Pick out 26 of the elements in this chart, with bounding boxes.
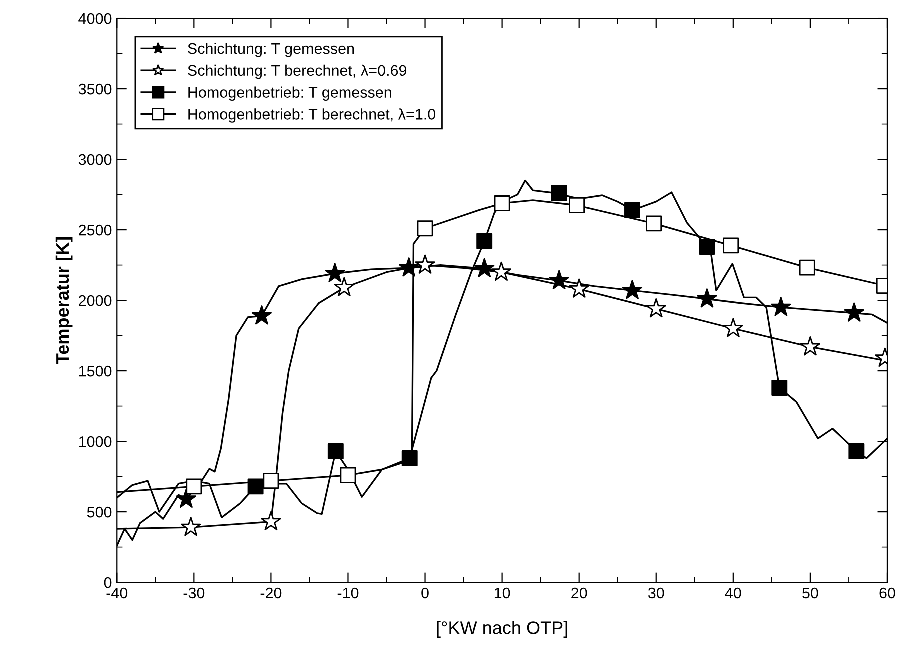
legend-label: Schichtung: T berechnet, λ=0.69 xyxy=(188,64,407,80)
y-axis-title: Temperatur [K] xyxy=(56,238,73,364)
y-tick-label: 1500 xyxy=(79,366,112,377)
legend-label: Homogenbetrieb: T berechnet, λ=1.0 xyxy=(188,108,436,123)
y-tick-label: 4000 xyxy=(78,13,112,24)
x-tick-label: 0 xyxy=(422,588,429,599)
legend-label: Homogenbetrieb: T gemessen xyxy=(188,86,392,101)
x-tick-label: 30 xyxy=(648,588,664,599)
x-tick-label: 50 xyxy=(802,588,818,599)
y-tick-label: 2000 xyxy=(79,295,112,306)
x-axis-title: [°KW nach OTP] xyxy=(437,621,568,638)
y-tick-label: 500 xyxy=(87,506,112,518)
x-tick-label: -30 xyxy=(184,588,205,599)
x-tick-label: 20 xyxy=(572,588,588,599)
x-tick-label: 60 xyxy=(880,588,896,599)
x-tick-label: 40 xyxy=(725,588,742,599)
y-tick-label: 2500 xyxy=(79,224,112,236)
y-tick-label: 0 xyxy=(104,577,112,588)
y-tick-label: 1000 xyxy=(79,436,112,448)
x-tick-label: -20 xyxy=(260,588,282,599)
legend-label: Schichtung: T gemessen xyxy=(188,42,354,58)
x-tick-label: 10 xyxy=(494,588,510,599)
x-tick-label: -10 xyxy=(338,588,359,599)
y-tick-label: 3000 xyxy=(78,154,112,166)
y-tick-label: 3500 xyxy=(78,84,112,95)
x-tick-label: -40 xyxy=(106,588,128,599)
